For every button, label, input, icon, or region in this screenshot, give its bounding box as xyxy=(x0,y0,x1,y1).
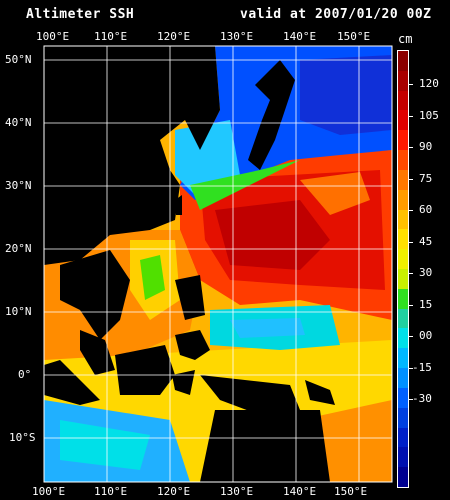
colorbar-segment xyxy=(398,249,408,270)
colorbar-segment xyxy=(398,447,408,469)
sulawesi xyxy=(172,370,195,395)
sumatra xyxy=(44,360,100,405)
lon-label-top: 140°E xyxy=(283,30,317,43)
colorbar-label: 90 xyxy=(419,140,433,153)
colorbar-label: 30 xyxy=(419,266,433,279)
colorbar-tick xyxy=(409,210,413,211)
lon-label-bottom: 100°E xyxy=(32,485,66,498)
lon-label-bottom: 120°E xyxy=(157,485,191,498)
colorbar-tick xyxy=(409,399,413,400)
colorbar-segment xyxy=(398,110,408,132)
australia xyxy=(200,410,330,482)
northern-cold-core xyxy=(300,55,392,135)
colorbar xyxy=(397,50,409,488)
kuroshio-front xyxy=(190,160,300,210)
colorbar-segment xyxy=(398,288,408,310)
colorbar-segment xyxy=(398,269,408,290)
colorbar-label: 15 xyxy=(419,297,433,311)
colorbar-tick xyxy=(409,84,413,85)
lon-label-top: 120°E xyxy=(157,30,191,43)
colorbar-label: 60 xyxy=(419,203,433,216)
colorbar-segment xyxy=(398,407,408,429)
colorbar-tick xyxy=(409,115,413,117)
colorbar-label: 105 xyxy=(419,108,439,122)
scs-green xyxy=(140,255,165,300)
colorbar-label: 45 xyxy=(419,234,433,248)
lon-label-top: 110°E xyxy=(94,30,128,43)
lon-label-top: 100°E xyxy=(36,30,70,43)
colorbar-segment xyxy=(398,169,408,191)
colorbar-label: 120 xyxy=(419,77,439,90)
colorbar-segment xyxy=(398,189,408,211)
graticule xyxy=(44,46,392,482)
colorbar-label: 00 xyxy=(419,329,433,342)
colorbar-unit: cm xyxy=(398,32,413,46)
lon-label-top: 150°E xyxy=(337,30,371,43)
lat-label: 30°N xyxy=(5,179,32,192)
lon-label-bottom: 140°E xyxy=(283,485,317,498)
lon-label-top: 130°E xyxy=(220,30,254,43)
valid-time: valid at 2007/01/20 00Z xyxy=(240,7,432,22)
colorbar-segment xyxy=(398,308,408,330)
colorbar-tick xyxy=(409,147,413,148)
colorbar-segment xyxy=(398,229,408,251)
japan xyxy=(248,60,295,170)
colorbar-segment xyxy=(398,427,408,449)
colorbar-segment xyxy=(398,348,408,370)
colorbar-segment xyxy=(398,387,408,409)
lat-label: 20°N xyxy=(5,242,32,255)
lat-label: 10°N xyxy=(5,305,32,318)
colorbar-label: -15 xyxy=(412,360,432,374)
solomon-islands xyxy=(305,380,335,405)
warm-pool-max xyxy=(215,200,330,270)
colorbar-tick xyxy=(409,273,413,274)
colorbar-segment xyxy=(398,90,408,112)
indian-ocean-cyan xyxy=(60,420,150,470)
mindanao-dome-core xyxy=(230,318,305,338)
map-title: Altimeter SSH xyxy=(26,7,135,22)
new-guinea xyxy=(200,375,300,415)
lon-label-bottom: 130°E xyxy=(220,485,254,498)
colorbar-label: 75 xyxy=(419,171,433,185)
colorbar-tick xyxy=(409,241,413,243)
lon-label-bottom: 110°E xyxy=(94,485,128,498)
colorbar-label: -30 xyxy=(412,392,432,405)
colorbar-segment xyxy=(398,467,408,487)
colorbar-tick xyxy=(409,367,413,369)
mindanao xyxy=(175,330,210,360)
lon-label-bottom: 150°E xyxy=(334,485,368,498)
lat-label: 10°S xyxy=(9,431,36,444)
colorbar-segment xyxy=(398,328,408,350)
colorbar-segment xyxy=(398,368,408,389)
map-frame xyxy=(43,45,393,483)
colorbar-tick xyxy=(409,336,413,337)
colorbar-segment xyxy=(398,130,408,152)
colorbar-tick xyxy=(409,178,413,180)
lat-label: 0° xyxy=(18,368,32,381)
indochina xyxy=(60,250,130,340)
colorbar-segment xyxy=(398,209,408,231)
lat-label: 50°N xyxy=(5,53,32,66)
colorbar-segment xyxy=(398,70,408,92)
taiwan xyxy=(175,195,182,215)
colorbar-segment xyxy=(398,150,408,171)
borneo xyxy=(115,345,175,395)
warm-eddy xyxy=(300,172,370,215)
lat-label: 40°N xyxy=(5,116,32,129)
malay-peninsula xyxy=(80,330,115,375)
colorbar-tick xyxy=(409,304,413,306)
philippines xyxy=(175,275,205,320)
colorbar-segment xyxy=(398,51,408,72)
